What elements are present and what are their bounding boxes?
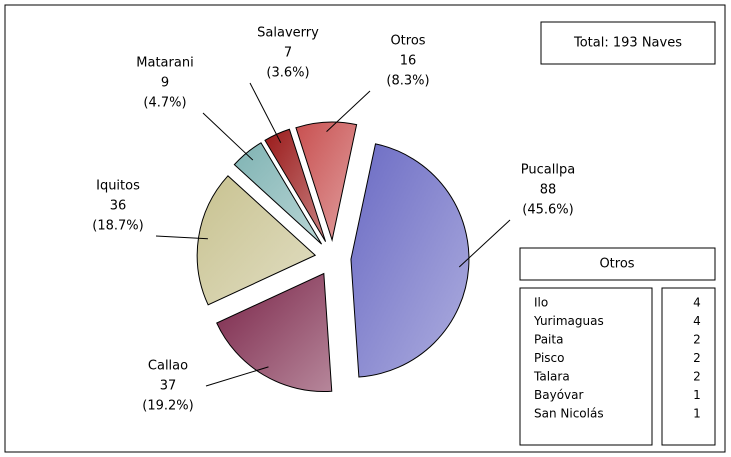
leader-line bbox=[155, 235, 208, 240]
slice-value: 9 bbox=[161, 76, 169, 91]
leader-line bbox=[458, 219, 511, 268]
slice-percent: (18.7%) bbox=[92, 219, 143, 234]
slice-percent: (45.6%) bbox=[522, 203, 573, 218]
slice-name: Callao bbox=[148, 359, 188, 374]
slice-name: Otros bbox=[390, 34, 425, 49]
leader-line bbox=[202, 112, 254, 161]
total-box bbox=[540, 21, 716, 65]
total-label: Total: 193 Naves bbox=[573, 36, 682, 51]
table-value: 2 bbox=[693, 370, 701, 384]
table-value: 4 bbox=[693, 296, 701, 310]
table-name: San Nicolás bbox=[534, 407, 604, 421]
table-name: Bayóvar bbox=[534, 388, 583, 402]
table-value: 2 bbox=[693, 351, 701, 365]
slice-value: 7 bbox=[284, 46, 292, 61]
table-title: Otros bbox=[599, 257, 634, 272]
slice-name: Salaverry bbox=[257, 26, 319, 41]
pie-slice bbox=[233, 142, 323, 245]
slice-value: 16 bbox=[400, 54, 417, 69]
table-values-box bbox=[661, 287, 716, 446]
table-name: Yurimaguas bbox=[533, 314, 604, 328]
slice-value: 37 bbox=[160, 379, 177, 394]
slice-percent: (8.3%) bbox=[386, 74, 429, 89]
pie-slice bbox=[196, 175, 317, 306]
pie-slice bbox=[295, 121, 358, 242]
pie-slice bbox=[350, 143, 470, 378]
slice-percent: (19.2%) bbox=[142, 399, 193, 414]
slice-percent: (3.6%) bbox=[266, 66, 309, 81]
table-names-box bbox=[519, 287, 653, 446]
table-value: 2 bbox=[693, 333, 701, 347]
table-value: 1 bbox=[693, 388, 701, 402]
table-name: Paita bbox=[534, 333, 563, 347]
slice-name: Matarani bbox=[136, 56, 193, 71]
slice-percent: (4.7%) bbox=[143, 96, 186, 111]
table-name: Pisco bbox=[534, 351, 565, 365]
table-name: Ilo bbox=[534, 296, 548, 310]
table-value: 4 bbox=[693, 314, 701, 328]
slice-name: Iquitos bbox=[96, 179, 140, 194]
table-title-box bbox=[519, 247, 716, 281]
pie-slice bbox=[216, 272, 333, 392]
leader-line bbox=[205, 366, 269, 387]
leader-line bbox=[249, 82, 282, 143]
slice-name: Pucallpa bbox=[521, 163, 575, 178]
table-name: Talara bbox=[533, 370, 570, 384]
leader-line bbox=[326, 90, 371, 132]
slice-value: 88 bbox=[540, 183, 557, 198]
slice-value: 36 bbox=[110, 199, 127, 214]
table-value: 1 bbox=[693, 407, 701, 421]
